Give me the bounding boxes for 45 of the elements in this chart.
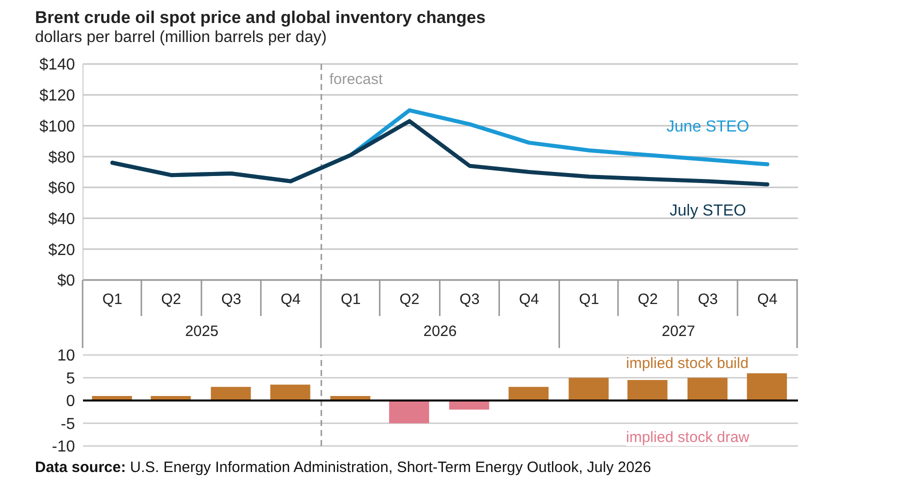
y-tick-label: $20 [48,242,76,259]
y-tick-label: $100 [39,118,76,136]
series-label: July STEO [670,202,746,220]
bar [627,380,668,400]
text: 2026 [423,323,457,340]
annotation: implied stock build [626,355,749,372]
y-tick-label: 5 [66,370,76,388]
y-tick-label: 10 [57,348,76,365]
x-tick-label: Q2 [638,291,658,308]
y-tick-label: 0 [66,393,76,410]
x-tick-label: Q1 [102,291,122,308]
chart-subtitle: dollars per barrel (million barrels per day) [35,29,327,47]
text: 2025 [185,323,218,340]
y-tick-label: $60 [48,180,76,198]
y-tick-label: $40 [48,210,76,228]
ref-line-label: forecast [329,71,384,88]
x-tick-label: Q2 [161,291,182,308]
chart-title: Brent crude oil spot price and global inventory changes [35,8,486,28]
x-tick-label: Q3 [221,291,242,308]
x-tick-label: Q3 [460,291,480,308]
x-tick-label: Q4 [280,291,301,308]
bar [210,386,251,400]
y-tick-label: $0 [57,272,76,290]
x-tick-label: Q1 [340,291,361,308]
y-tick-label: -5 [60,416,76,433]
bar [389,400,430,424]
bar [688,378,728,400]
text: 2027 [662,323,696,340]
bar [746,373,787,400]
y-tick-label: $120 [39,88,76,105]
series-label: June STEO [666,118,750,136]
x-tick-label: Q3 [698,291,718,308]
x-tick-label: Q4 [757,291,778,308]
bar [508,386,549,400]
source-note: Data source: U.S. Energy Information Administration, Short-Term Energy Outlook, July 2026 [35,459,652,476]
y-tick-label: -10 [52,438,76,456]
annotation: implied stock draw [626,429,750,446]
y-tick-label: $80 [48,149,76,166]
x-tick-label: Q4 [518,291,539,308]
line-series [110,119,770,186]
x-tick-label: Q1 [579,291,600,308]
x-tick-label: Q2 [399,291,420,308]
bar [270,384,310,400]
bar [568,378,609,400]
y-tick-label: $140 [39,56,76,74]
